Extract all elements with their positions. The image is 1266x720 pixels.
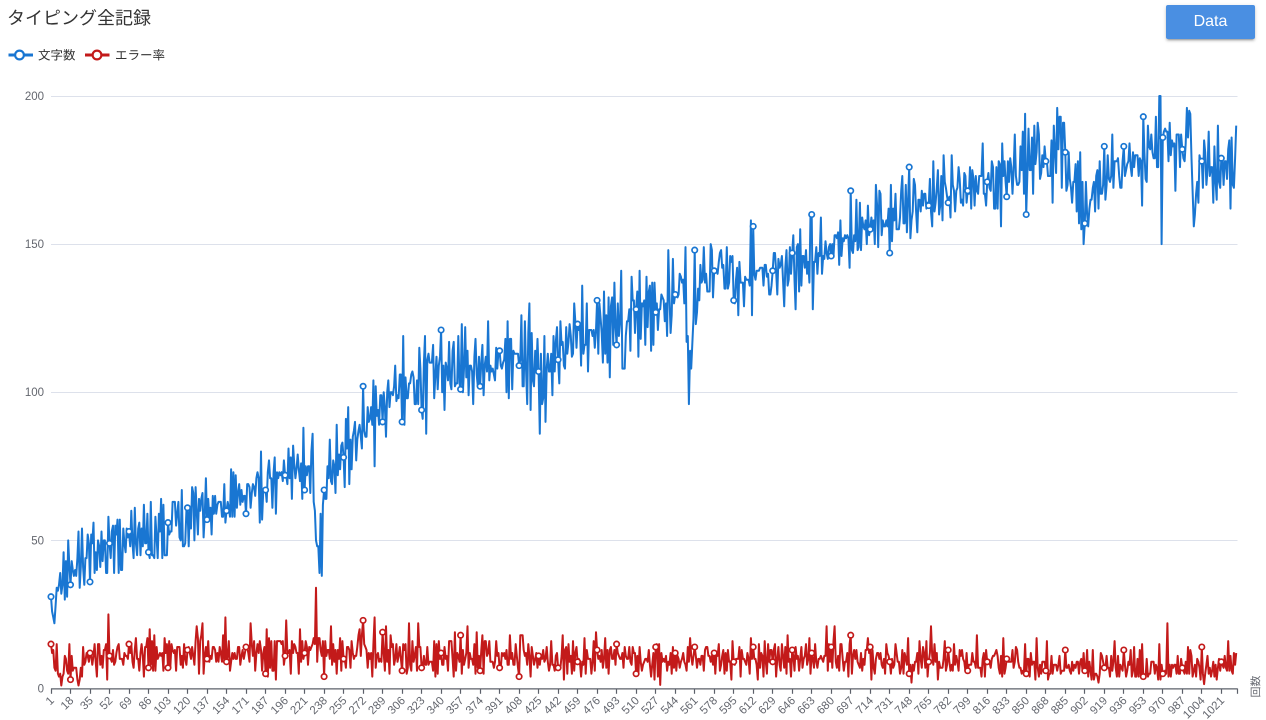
svg-text:527: 527 bbox=[640, 695, 662, 717]
svg-text:1: 1 bbox=[44, 695, 57, 708]
svg-text:255: 255 bbox=[327, 695, 349, 717]
svg-text:100: 100 bbox=[25, 387, 44, 399]
svg-text:35: 35 bbox=[78, 695, 96, 713]
svg-text:357: 357 bbox=[444, 695, 466, 717]
svg-text:765: 765 bbox=[913, 695, 935, 717]
svg-text:663: 663 bbox=[796, 695, 818, 717]
svg-text:374: 374 bbox=[464, 694, 486, 716]
svg-text:782: 782 bbox=[932, 695, 954, 717]
svg-text:595: 595 bbox=[718, 695, 740, 717]
svg-text:221: 221 bbox=[288, 695, 310, 717]
svg-text:816: 816 bbox=[971, 695, 993, 717]
svg-text:323: 323 bbox=[405, 695, 427, 717]
svg-text:629: 629 bbox=[757, 695, 779, 717]
svg-text:544: 544 bbox=[659, 694, 681, 716]
svg-text:919: 919 bbox=[1088, 695, 1110, 717]
svg-text:476: 476 bbox=[581, 695, 603, 717]
svg-text:272: 272 bbox=[347, 695, 369, 717]
svg-text:748: 748 bbox=[893, 695, 915, 717]
svg-text:442: 442 bbox=[542, 695, 564, 717]
svg-text:868: 868 bbox=[1030, 695, 1052, 717]
svg-text:459: 459 bbox=[561, 695, 583, 717]
svg-text:970: 970 bbox=[1147, 695, 1169, 717]
svg-text:578: 578 bbox=[698, 695, 720, 717]
svg-text:510: 510 bbox=[620, 695, 642, 717]
svg-text:18: 18 bbox=[59, 695, 77, 713]
svg-text:196: 196 bbox=[269, 695, 291, 717]
svg-text:171: 171 bbox=[230, 695, 252, 717]
svg-text:850: 850 bbox=[1010, 695, 1032, 717]
svg-text:150: 150 bbox=[25, 239, 44, 251]
svg-text:187: 187 bbox=[249, 695, 271, 717]
svg-text:200: 200 bbox=[25, 91, 44, 103]
svg-text:902: 902 bbox=[1069, 695, 1091, 717]
svg-text:1021: 1021 bbox=[1201, 695, 1228, 720]
svg-text:408: 408 bbox=[503, 695, 525, 717]
svg-text:50: 50 bbox=[31, 535, 44, 547]
svg-text:289: 289 bbox=[366, 695, 388, 717]
svg-text:120: 120 bbox=[171, 695, 193, 717]
svg-text:561: 561 bbox=[679, 695, 701, 717]
svg-text:0: 0 bbox=[38, 684, 44, 696]
svg-text:238: 238 bbox=[308, 695, 330, 717]
svg-text:86: 86 bbox=[137, 695, 155, 713]
svg-text:714: 714 bbox=[854, 694, 876, 716]
svg-text:680: 680 bbox=[815, 695, 837, 717]
svg-text:103: 103 bbox=[152, 695, 174, 717]
svg-text:953: 953 bbox=[1127, 695, 1149, 717]
svg-text:731: 731 bbox=[874, 695, 896, 717]
svg-text:493: 493 bbox=[600, 695, 622, 717]
svg-text:154: 154 bbox=[210, 694, 232, 716]
svg-text:137: 137 bbox=[191, 695, 213, 717]
svg-text:391: 391 bbox=[483, 695, 505, 717]
svg-text:885: 885 bbox=[1049, 695, 1071, 717]
svg-text:646: 646 bbox=[776, 695, 798, 717]
svg-text:833: 833 bbox=[991, 695, 1013, 717]
svg-text:52: 52 bbox=[98, 695, 116, 713]
svg-text:340: 340 bbox=[425, 695, 447, 717]
svg-text:69: 69 bbox=[117, 695, 135, 713]
svg-text:425: 425 bbox=[522, 695, 544, 717]
svg-text:306: 306 bbox=[386, 695, 408, 717]
svg-text:612: 612 bbox=[737, 695, 759, 717]
svg-text:697: 697 bbox=[835, 695, 857, 717]
svg-text:936: 936 bbox=[1108, 695, 1130, 717]
svg-text:799: 799 bbox=[952, 695, 974, 717]
